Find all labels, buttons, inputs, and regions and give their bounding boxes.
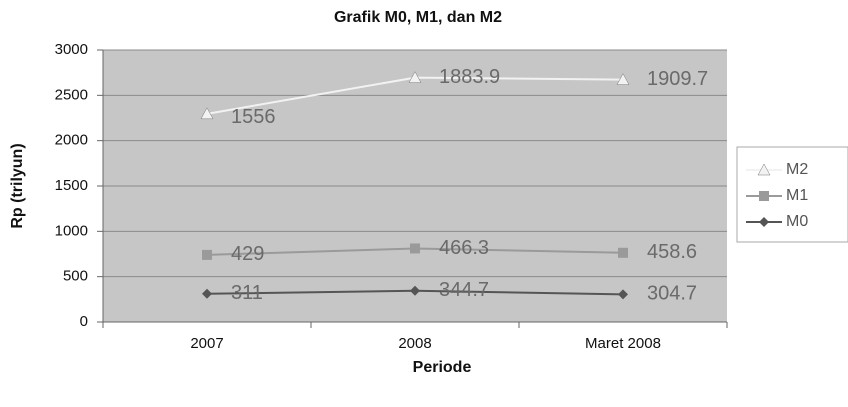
data-label: 344.7	[439, 279, 489, 301]
y-tick-label: 0	[80, 313, 88, 330]
y-tick-label: 1000	[55, 222, 88, 239]
legend-label: M1	[786, 187, 808, 204]
data-label: 304.7	[647, 283, 697, 305]
data-label: 466.3	[439, 237, 489, 259]
y-tick-label: 2000	[55, 132, 88, 149]
data-label: 1909.7	[647, 68, 708, 90]
x-axis-label: Periode	[413, 359, 472, 376]
data-label: 311	[231, 282, 263, 304]
point	[202, 249, 212, 260]
data-label: 429	[231, 243, 264, 265]
point	[200, 107, 214, 120]
point	[202, 288, 212, 299]
legend	[736, 146, 848, 243]
x-tick-label: 2007	[190, 335, 223, 352]
chart-title: Grafik M0, M1, dan M2	[334, 9, 502, 26]
data-label: 1556	[231, 106, 276, 128]
y-tick-label: 500	[63, 268, 88, 285]
legend-label: M0	[786, 213, 808, 230]
x-tick-label: Maret 2008	[585, 335, 661, 352]
y-tick-label: 1500	[55, 177, 88, 194]
x-tick-label: 2008	[398, 335, 431, 352]
legend-label: M2	[786, 161, 808, 178]
point	[618, 247, 628, 258]
point	[408, 71, 422, 83]
data-label: 1883.9	[439, 66, 500, 88]
point	[616, 73, 630, 85]
y-axis-label: Rp (trilyun)	[9, 143, 26, 228]
y-tick-label: 2500	[55, 86, 88, 103]
point	[410, 285, 420, 296]
legend-marker	[757, 163, 771, 176]
y-tick-label: 3000	[55, 41, 88, 58]
legend-marker	[759, 191, 769, 201]
legend-marker	[759, 217, 769, 227]
point	[618, 289, 628, 300]
point	[410, 243, 420, 254]
data-label: 458.6	[647, 241, 697, 263]
